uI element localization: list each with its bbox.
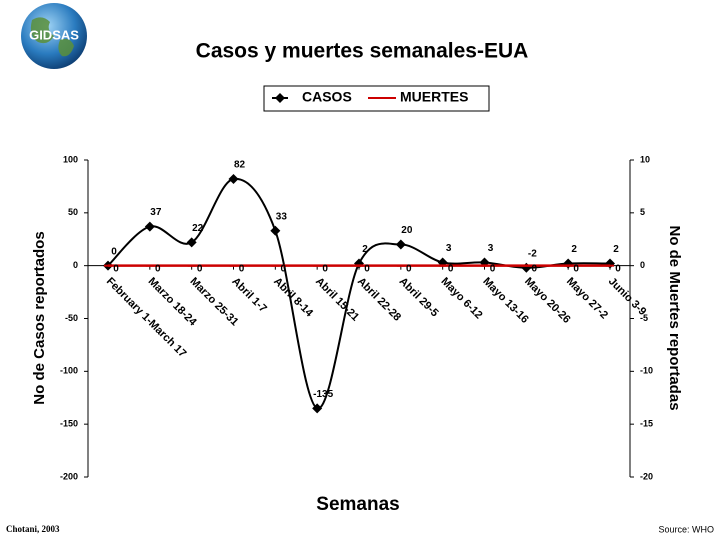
data-label: 3 (446, 243, 452, 254)
y-tick-label: 0 (73, 260, 78, 270)
credit: Chotani, 2003 (6, 524, 60, 534)
marker (145, 264, 154, 267)
marker (521, 262, 532, 273)
marker (313, 264, 322, 267)
marker (312, 403, 323, 414)
legend-label: MUERTES (400, 89, 468, 105)
data-label: 0 (111, 246, 117, 257)
marker (229, 264, 238, 267)
legend-marker (275, 93, 285, 103)
data-label: 0 (281, 263, 287, 274)
marker (395, 239, 406, 250)
data-label: 20 (401, 225, 413, 236)
source: Source: WHO (658, 524, 714, 534)
series-line (107, 178, 611, 410)
marker (606, 264, 614, 267)
data-label: 82 (234, 160, 246, 171)
data-label: 0 (615, 263, 621, 274)
y2-tick-label: -15 (640, 419, 653, 429)
x-tick-label: Abril 15-21 (313, 275, 361, 323)
logo: GIDSAS (18, 2, 90, 70)
data-label: 0 (490, 263, 496, 274)
data-label: 0 (573, 263, 579, 274)
data-label: 0 (364, 263, 370, 274)
land (30, 17, 74, 57)
y2-tick-label: -10 (640, 366, 653, 376)
logo-text: GIDSAS (29, 27, 79, 42)
y-tick-label: -150 (60, 419, 78, 429)
data-label: 33 (276, 211, 288, 222)
marker (144, 221, 155, 232)
data-label: -2 (528, 248, 537, 259)
marker (480, 264, 489, 267)
x-tick-label: February 1-March 17 (104, 275, 189, 360)
y-tick-label: -50 (65, 313, 78, 323)
y-tick-label: -100 (60, 366, 78, 376)
data-label: 0 (239, 263, 245, 274)
y2-tick-label: -20 (640, 471, 653, 481)
marker (605, 258, 615, 269)
marker (438, 264, 447, 267)
x-tick-label: Abril 29-5 (397, 275, 441, 319)
data-label: 2 (613, 244, 619, 255)
y2-tick-label: 0 (640, 260, 645, 270)
data-label: 37 (150, 207, 162, 218)
data-label: 3 (488, 243, 494, 254)
data-label: 22 (192, 223, 204, 234)
marker (228, 174, 239, 185)
y-tick-label: 50 (68, 207, 78, 217)
marker (522, 264, 531, 267)
marker (396, 264, 405, 267)
data-label: 0 (448, 263, 454, 274)
marker (354, 258, 364, 269)
marker (355, 264, 363, 267)
marker (271, 264, 280, 267)
data-label: 2 (571, 244, 577, 255)
x-tick-label: Abril 22-28 (355, 275, 403, 323)
marker (563, 258, 574, 269)
x-tick-label: Junio 3-9 (606, 275, 649, 318)
data-label: 0 (155, 263, 161, 274)
y2-tick-label: -5 (640, 313, 648, 323)
data-label: -135 (313, 389, 333, 400)
marker (104, 264, 112, 267)
data-label: 0 (406, 263, 412, 274)
chart-title: Casos y muertes semanales-EUA (196, 40, 529, 63)
marker (564, 264, 573, 267)
y2-tick-label: 5 (640, 207, 645, 217)
y-tick-label: 100 (63, 154, 78, 164)
marker (187, 264, 196, 267)
y-tick-label: -200 (60, 471, 78, 481)
marker (186, 237, 197, 248)
marker (270, 225, 281, 236)
data-label: 0 (113, 263, 119, 274)
y2-axis-title: No de Muertes reportadas (666, 225, 683, 410)
y2-tick-label: 10 (640, 154, 650, 164)
legend-label: CASOS (302, 89, 352, 105)
data-label: 2 (362, 244, 368, 255)
data-label: 0 (197, 263, 203, 274)
x-tick-label: Mayo 6-12 (438, 275, 484, 321)
data-label: 0 (322, 263, 328, 274)
data-label: 0 (532, 263, 538, 274)
x-tick-label: Abril 1-7 (229, 275, 269, 315)
y-axis-title: No de Casos reportados (31, 231, 48, 404)
x-axis-title: Semanas (316, 494, 399, 515)
